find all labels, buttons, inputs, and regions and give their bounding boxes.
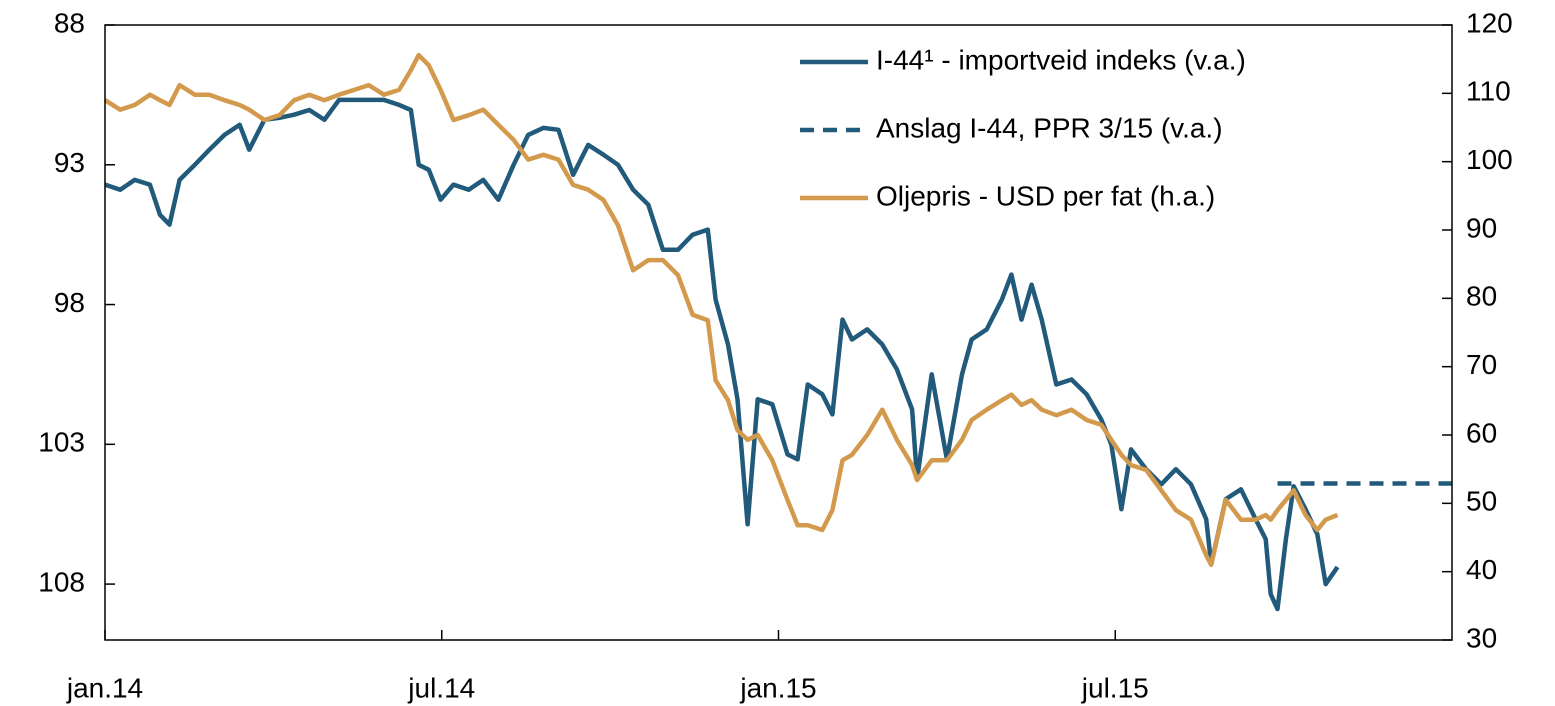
legend-label: Oljepris - USD per fat (h.a.) [876, 180, 1215, 211]
y2-tick-label: 50 [1466, 486, 1497, 517]
x-tick-label: jan.15 [739, 672, 816, 703]
y2-tick-label: 120 [1466, 7, 1513, 38]
series-line [103, 52, 1339, 568]
y2-tick-label: 90 [1466, 212, 1497, 243]
y-tick-label: 103 [38, 427, 85, 458]
legend-label: I-44¹ - importveid indeks (v.a.) [876, 44, 1246, 75]
y2-tick-label: 40 [1466, 554, 1497, 585]
y2-tick-label: 110 [1466, 76, 1511, 107]
y-tick-label: 108 [38, 566, 85, 597]
y2-tick-label: 30 [1466, 622, 1497, 653]
y2-tick-label: 60 [1466, 417, 1497, 448]
y-tick-label: 88 [54, 7, 85, 38]
x-tick-label: jul.15 [1081, 672, 1149, 703]
y2-tick-label: 80 [1466, 281, 1497, 312]
x-tick-label: jul.14 [407, 672, 475, 703]
y-tick-label: 93 [54, 147, 85, 178]
series-line [104, 97, 1340, 612]
y-tick-label: 98 [54, 287, 85, 318]
legend-label: Anslag I-44, PPR 3/15 (v.a.) [876, 112, 1223, 143]
plot-frame [104, 24, 1453, 641]
y2-tick-label: 100 [1466, 144, 1513, 175]
x-tick-label: jan.14 [66, 672, 143, 703]
y2-tick-label: 70 [1466, 349, 1497, 380]
